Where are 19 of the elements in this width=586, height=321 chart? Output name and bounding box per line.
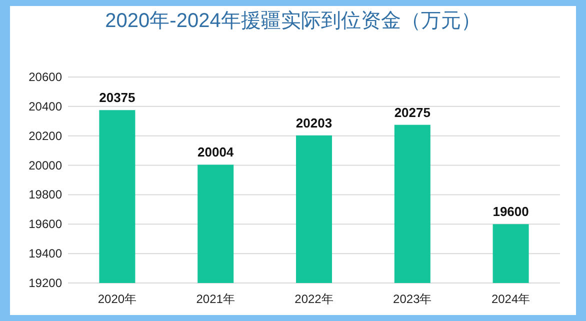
- x-tick-label: 2020年: [98, 292, 137, 306]
- y-tick-label: 20200: [28, 128, 62, 143]
- y-tick-label: 20600: [28, 70, 62, 84]
- y-tick-label: 19800: [28, 188, 62, 202]
- x-tick-label: 2024年: [491, 292, 530, 306]
- y-tick-label: 19200: [28, 276, 62, 290]
- data-label: 20203: [296, 115, 332, 130]
- y-tick-label: 19400: [28, 246, 62, 261]
- x-tick-label: 2022年: [294, 292, 334, 306]
- x-tick-label: 2023年: [393, 292, 432, 306]
- y-tick-label: 19600: [28, 217, 62, 232]
- x-tick-label: 2021年: [196, 292, 235, 306]
- data-label: 20275: [394, 104, 430, 120]
- data-label: 20004: [198, 144, 234, 160]
- data-label: 19600: [492, 204, 529, 220]
- y-tick-label: 20400: [28, 99, 62, 114]
- y-tick-label: 20000: [28, 158, 62, 172]
- chart-title: 2020年-2024年援疆实际到位资金（万元）: [105, 10, 481, 32]
- data-label: 20375: [99, 90, 136, 106]
